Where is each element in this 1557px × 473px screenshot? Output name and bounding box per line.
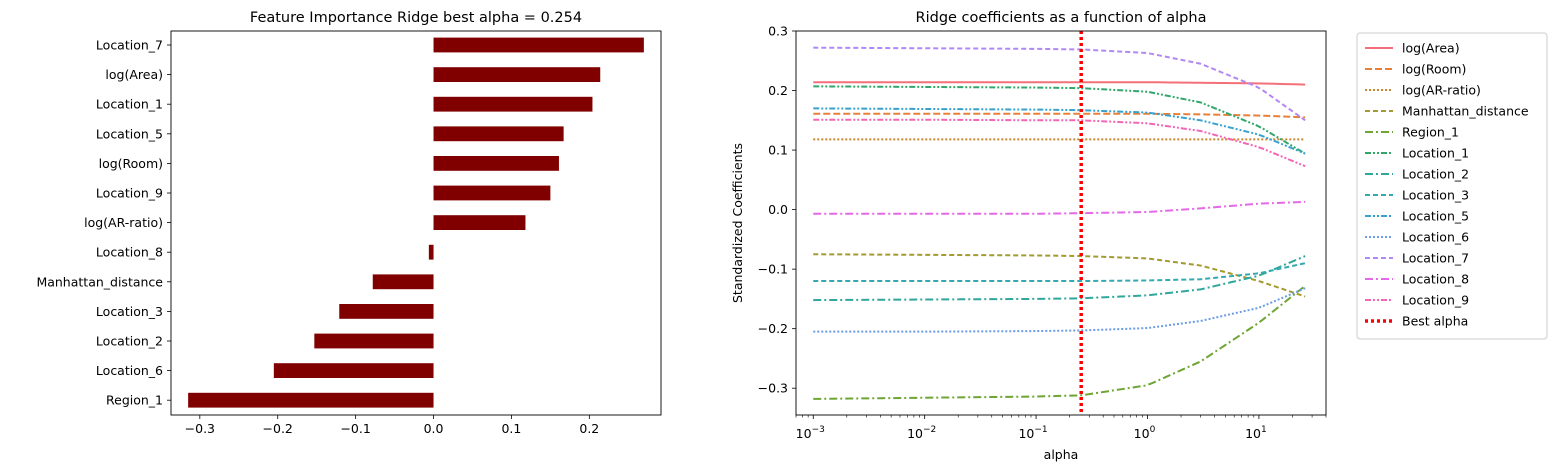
chart2-xtick-base: 10	[907, 426, 923, 441]
chart2-xtick-exponent: −3	[812, 425, 825, 435]
chart1-ytick-label: Location_2	[96, 334, 163, 349]
chart2-series-log(Area)	[813, 81, 1306, 86]
chart1-ytick-label: Manhattan_distance	[36, 274, 163, 289]
legend-label: Location_3	[1402, 188, 1469, 203]
chart1-ytick-label: Location_7	[96, 38, 163, 53]
chart1-ytick-label: log(Room)	[99, 156, 163, 171]
legend-label: Location_5	[1402, 209, 1469, 224]
legend-label: Location_1	[1402, 146, 1469, 161]
chart2-xlabel: alpha	[1044, 447, 1079, 462]
chart1-ytick-label: Location_8	[96, 245, 163, 260]
chart1-xtick-label: −0.3	[185, 421, 215, 436]
chart1-bar-Location_8	[428, 244, 434, 260]
chart1-xtick-label: −0.2	[263, 421, 293, 436]
chart1-bar-log(Room)	[433, 156, 559, 171]
chart2-series-Location_6	[813, 287, 1306, 333]
chart2-series-log(Room)	[813, 112, 1306, 119]
legend-label: log(Area)	[1402, 41, 1460, 56]
chart1-frame	[170, 30, 662, 416]
chart2-series-Location_7	[813, 46, 1306, 122]
chart2-series-Location_5	[813, 107, 1306, 155]
chart2-ytick-label: −0.1	[758, 262, 788, 277]
chart1-bar-log(AR-ratio)	[433, 215, 526, 230]
chart2-xtick-base: 10	[1018, 426, 1034, 441]
chart2-frame	[795, 30, 1327, 416]
chart2-xtick-base: 10	[1245, 426, 1261, 441]
chart2-xtick-exponent: −1	[1034, 425, 1047, 435]
chart1-bar-log(Area)	[433, 67, 601, 82]
chart1-title: Feature Importance Ridge best alpha = 0.…	[250, 10, 582, 26]
chart2-series-Location_9	[813, 118, 1306, 168]
chart1-bar-Location_9	[433, 185, 551, 201]
chart1-xtick-label: 0.1	[501, 421, 521, 436]
chart2-ytick-label: 0.0	[768, 202, 788, 217]
legend-label: Best alpha	[1402, 314, 1468, 329]
legend-label: Location_6	[1402, 230, 1469, 245]
chart1-ytick-label: log(AR-ratio)	[84, 215, 163, 230]
chart1-ytick-label: Region_1	[106, 393, 163, 408]
legend-label: log(Room)	[1402, 62, 1466, 77]
chart2-xtick-base: 10	[796, 426, 812, 441]
chart2-ytick-label: 0.3	[768, 24, 788, 39]
chart2-series-Manhattan_distance	[813, 253, 1306, 298]
chart2-series-Location_3	[813, 262, 1306, 283]
chart2-xtick-label: 100	[1134, 425, 1156, 441]
legend-label: Region_1	[1402, 125, 1459, 140]
chart1-ytick-label: Location_6	[96, 363, 163, 378]
chart1-xtick-label: 0.2	[579, 421, 599, 436]
chart1-bar-Location_2	[314, 333, 434, 349]
chart2-title: Ridge coefficients as a function of alph…	[916, 10, 1207, 26]
chart1-ytick-label: Location_1	[96, 97, 163, 112]
chart2-xtick-label: 10−2	[907, 425, 936, 441]
legend-label: Location_7	[1402, 251, 1469, 266]
chart2-legend-box	[1356, 32, 1548, 340]
chart2-xtick-exponent: −2	[923, 425, 936, 435]
chart1-bar-Location_1	[433, 96, 593, 112]
chart1-ytick-label: Location_9	[96, 186, 163, 201]
chart1-bar-Location_5	[433, 126, 564, 142]
chart1-bar-Location_3	[339, 304, 434, 319]
legend-label: Location_2	[1402, 167, 1469, 182]
chart1-bar-Location_7	[433, 37, 644, 53]
chart2-ytick-label: −0.3	[758, 381, 788, 396]
chart2-xtick-exponent: 1	[1261, 425, 1267, 435]
chart2-series-Location_2	[813, 255, 1306, 302]
chart2-xtick-base: 10	[1134, 426, 1150, 441]
chart1-bar-Region_1	[188, 392, 434, 408]
chart1-bar-Location_6	[273, 363, 434, 378]
legend-label: Location_9	[1402, 293, 1469, 308]
chart2-xtick-label: 101	[1245, 425, 1267, 441]
chart2-ylabel: Standardized Coefficients	[730, 143, 745, 303]
chart1-bar-Manhattan_distance	[372, 274, 434, 290]
chart2-xtick-label: 10−3	[796, 425, 825, 441]
legend-label: Location_8	[1402, 272, 1469, 287]
chart2-ytick-label: −0.2	[758, 321, 788, 336]
chart2-series-Region_1	[813, 285, 1306, 400]
chart2-xtick-label: 10−1	[1018, 425, 1047, 441]
chart1-xtick-label: 0.0	[424, 421, 444, 436]
chart1-xtick-label: −0.1	[340, 421, 370, 436]
legend-label: log(AR-ratio)	[1402, 83, 1481, 98]
chart2-xtick-exponent: 0	[1150, 425, 1156, 435]
chart2-series-Location_8	[813, 200, 1306, 215]
chart2-ytick-label: 0.2	[768, 83, 788, 98]
legend-label: Manhattan_distance	[1402, 104, 1529, 119]
chart2-ytick-label: 0.1	[768, 143, 788, 158]
chart2-series-Location_1	[813, 85, 1306, 155]
chart1-ytick-label: Location_5	[96, 126, 163, 141]
chart1-ytick-label: log(Area)	[105, 67, 163, 82]
chart1-ytick-label: Location_3	[96, 304, 163, 319]
